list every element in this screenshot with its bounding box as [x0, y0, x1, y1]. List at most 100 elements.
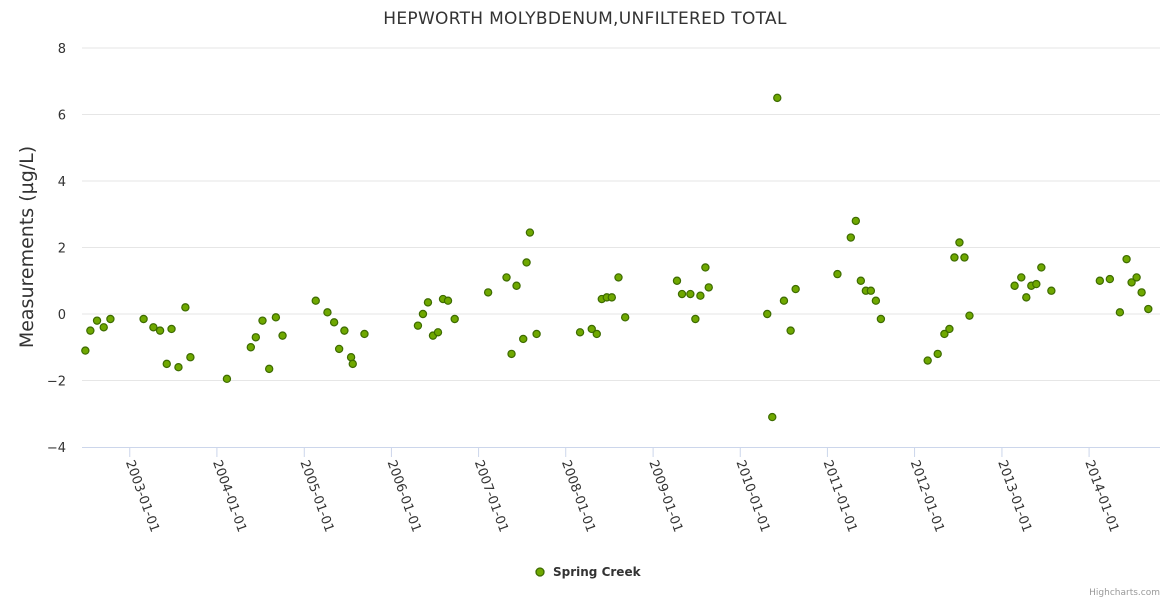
- data-point[interactable]: [507, 349, 516, 359]
- data-point[interactable]: [933, 349, 942, 359]
- data-point[interactable]: [86, 326, 95, 335]
- data-point[interactable]: [876, 314, 886, 324]
- data-point[interactable]: [92, 316, 102, 325]
- legend-item-spring-creek[interactable]: Spring Creek: [535, 565, 642, 579]
- data-point[interactable]: [763, 309, 772, 319]
- data-point[interactable]: [871, 296, 881, 305]
- data-point[interactable]: [691, 314, 700, 324]
- data-point[interactable]: [575, 328, 585, 337]
- data-point[interactable]: [940, 329, 949, 339]
- data-point[interactable]: [851, 216, 861, 226]
- x-tick-label: 2006-01-01: [384, 458, 424, 534]
- data-point[interactable]: [155, 326, 165, 335]
- data-point[interactable]: [846, 233, 856, 242]
- data-point[interactable]: [149, 323, 158, 332]
- data-point[interactable]: [923, 356, 932, 365]
- data-point[interactable]: [346, 353, 356, 362]
- y-tick-label: −4: [47, 441, 66, 456]
- data-point[interactable]: [945, 324, 954, 334]
- data-point[interactable]: [779, 296, 789, 305]
- data-point[interactable]: [1137, 288, 1146, 297]
- legend-label: Spring Creek: [553, 565, 642, 579]
- data-point[interactable]: [1032, 279, 1041, 289]
- data-point[interactable]: [519, 334, 528, 344]
- data-point[interactable]: [704, 283, 713, 292]
- data-point[interactable]: [1022, 293, 1031, 302]
- data-point[interactable]: [620, 313, 630, 322]
- data-point[interactable]: [329, 318, 339, 327]
- data-point[interactable]: [672, 276, 682, 285]
- data-point[interactable]: [955, 238, 964, 247]
- data-point[interactable]: [433, 328, 443, 337]
- data-point[interactable]: [960, 253, 969, 262]
- data-point[interactable]: [222, 374, 232, 384]
- data-point[interactable]: [340, 326, 349, 335]
- data-point[interactable]: [1105, 274, 1115, 284]
- data-point[interactable]: [607, 293, 617, 302]
- data-point[interactable]: [334, 344, 344, 354]
- data-point[interactable]: [522, 258, 531, 267]
- data-point[interactable]: [512, 281, 521, 290]
- data-point[interactable]: [502, 273, 511, 282]
- data-point[interactable]: [443, 296, 453, 305]
- data-point[interactable]: [768, 412, 777, 422]
- data-point[interactable]: [1010, 281, 1019, 290]
- y-tick-label: −2: [47, 375, 66, 390]
- data-point[interactable]: [311, 296, 320, 305]
- data-point[interactable]: [786, 326, 795, 335]
- data-point[interactable]: [413, 321, 423, 330]
- data-point[interactable]: [1037, 263, 1046, 272]
- data-point[interactable]: [1122, 254, 1131, 264]
- data-point[interactable]: [162, 359, 171, 369]
- data-point[interactable]: [1144, 304, 1153, 314]
- data-point[interactable]: [965, 311, 974, 320]
- data-point[interactable]: [139, 314, 148, 324]
- data-point[interactable]: [701, 263, 710, 272]
- data-point[interactable]: [686, 289, 695, 299]
- data-point[interactable]: [483, 288, 493, 297]
- data-point[interactable]: [1095, 276, 1105, 285]
- data-point[interactable]: [532, 329, 541, 339]
- data-point[interactable]: [450, 314, 459, 324]
- data-point[interactable]: [525, 228, 535, 237]
- data-point[interactable]: [81, 346, 90, 355]
- data-point[interactable]: [856, 276, 866, 285]
- data-point[interactable]: [866, 286, 876, 295]
- data-point[interactable]: [773, 93, 782, 103]
- data-point[interactable]: [791, 284, 800, 294]
- data-point[interactable]: [587, 324, 596, 334]
- data-point[interactable]: [99, 323, 108, 332]
- data-point[interactable]: [174, 363, 183, 372]
- data-point[interactable]: [1047, 286, 1056, 295]
- credits-link[interactable]: Highcharts.com: [1089, 588, 1160, 598]
- data-point[interactable]: [251, 333, 261, 342]
- data-point[interactable]: [950, 253, 959, 262]
- data-point[interactable]: [278, 331, 287, 340]
- data-point[interactable]: [186, 353, 195, 362]
- x-tick-label: 2014-01-01: [1081, 458, 1121, 534]
- data-point[interactable]: [423, 298, 433, 307]
- data-point[interactable]: [696, 291, 705, 300]
- data-point[interactable]: [360, 329, 369, 339]
- series-spring-creek: [81, 93, 1153, 422]
- data-point[interactable]: [264, 364, 274, 374]
- data-point[interactable]: [181, 303, 190, 312]
- data-point[interactable]: [1017, 273, 1026, 282]
- x-tick-label: 2013-01-01: [994, 458, 1034, 534]
- data-point[interactable]: [677, 289, 687, 299]
- data-point[interactable]: [614, 273, 623, 282]
- data-point[interactable]: [833, 269, 842, 279]
- data-point[interactable]: [271, 313, 281, 322]
- data-point[interactable]: [1127, 278, 1136, 287]
- data-point[interactable]: [258, 316, 267, 325]
- data-point[interactable]: [1115, 308, 1125, 317]
- data-point[interactable]: [418, 309, 428, 319]
- data-point[interactable]: [246, 343, 256, 352]
- x-tick-label: 2005-01-01: [297, 458, 337, 534]
- data-point[interactable]: [323, 308, 332, 317]
- data-point[interactable]: [106, 314, 115, 324]
- data-point[interactable]: [348, 359, 357, 369]
- data-point[interactable]: [167, 324, 176, 334]
- data-point[interactable]: [592, 329, 601, 339]
- data-point[interactable]: [1132, 273, 1141, 282]
